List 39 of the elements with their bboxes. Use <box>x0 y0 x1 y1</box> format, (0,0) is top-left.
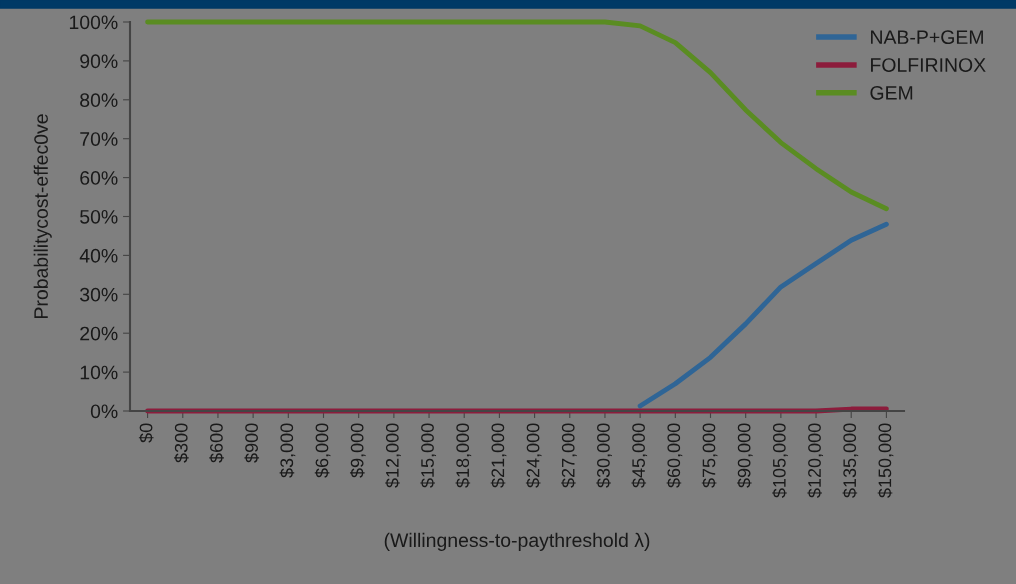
y-tick-label: 20% <box>80 326 118 341</box>
x-tick-label: $6,000 <box>314 423 331 478</box>
x-tick-label: $135,000 <box>842 423 859 498</box>
legend-label: FOLFIRINOX <box>871 58 986 72</box>
y-tick-label: 40% <box>79 248 118 263</box>
legend-label: NAB-P+GEM <box>871 30 983 45</box>
x-tick-label: $45,000 <box>631 423 648 488</box>
x-tick-label: $60,000 <box>666 423 683 488</box>
legend-label: GEM <box>870 85 913 100</box>
x-tick-label: $15,000 <box>420 423 437 488</box>
x-tick-label: $600 <box>209 423 224 463</box>
x-tick-label: $27,000 <box>561 423 577 488</box>
y-tick-label: 90% <box>80 54 118 69</box>
x-tick-label: $300 <box>174 423 189 463</box>
x-tick-label: $30,000 <box>596 423 612 488</box>
y-tick-label: 50% <box>80 209 118 224</box>
x-tick-label: $90,000 <box>736 423 753 488</box>
x-tick-label: $12,000 <box>385 423 401 488</box>
x-tick-label: $105,000 <box>772 423 788 498</box>
x-tick-label: $21,000 <box>490 423 507 488</box>
x-tick-label: $24,000 <box>525 423 542 488</box>
y-tick-label: 60% <box>80 171 118 185</box>
line-series <box>637 221 889 409</box>
x-tick-label: $120,000 <box>807 423 824 498</box>
y-tick-label: 30% <box>80 287 118 302</box>
x-tick-label: $150,000 <box>877 423 894 498</box>
x-tick-label: $9,000 <box>349 423 366 478</box>
y-tick-label: 10% <box>80 365 118 380</box>
x-tick-label: $900 <box>244 423 260 463</box>
x-tick-label: $75,000 <box>701 423 718 488</box>
y-tick-label: 0% <box>90 404 118 419</box>
y-tick-label: 100% <box>69 15 118 30</box>
x-tick-label: $3,000 <box>279 423 296 478</box>
y-axis-title: Probabilitycost-effec0ve <box>33 114 52 318</box>
x-tick-label: $0 <box>138 423 154 443</box>
x-axis-title: (Willingness-to-paythreshold λ) <box>384 532 650 551</box>
y-tick-label: 70% <box>80 132 118 146</box>
y-tick-label: 80% <box>80 93 118 108</box>
x-tick-label: $18,000 <box>455 423 472 488</box>
